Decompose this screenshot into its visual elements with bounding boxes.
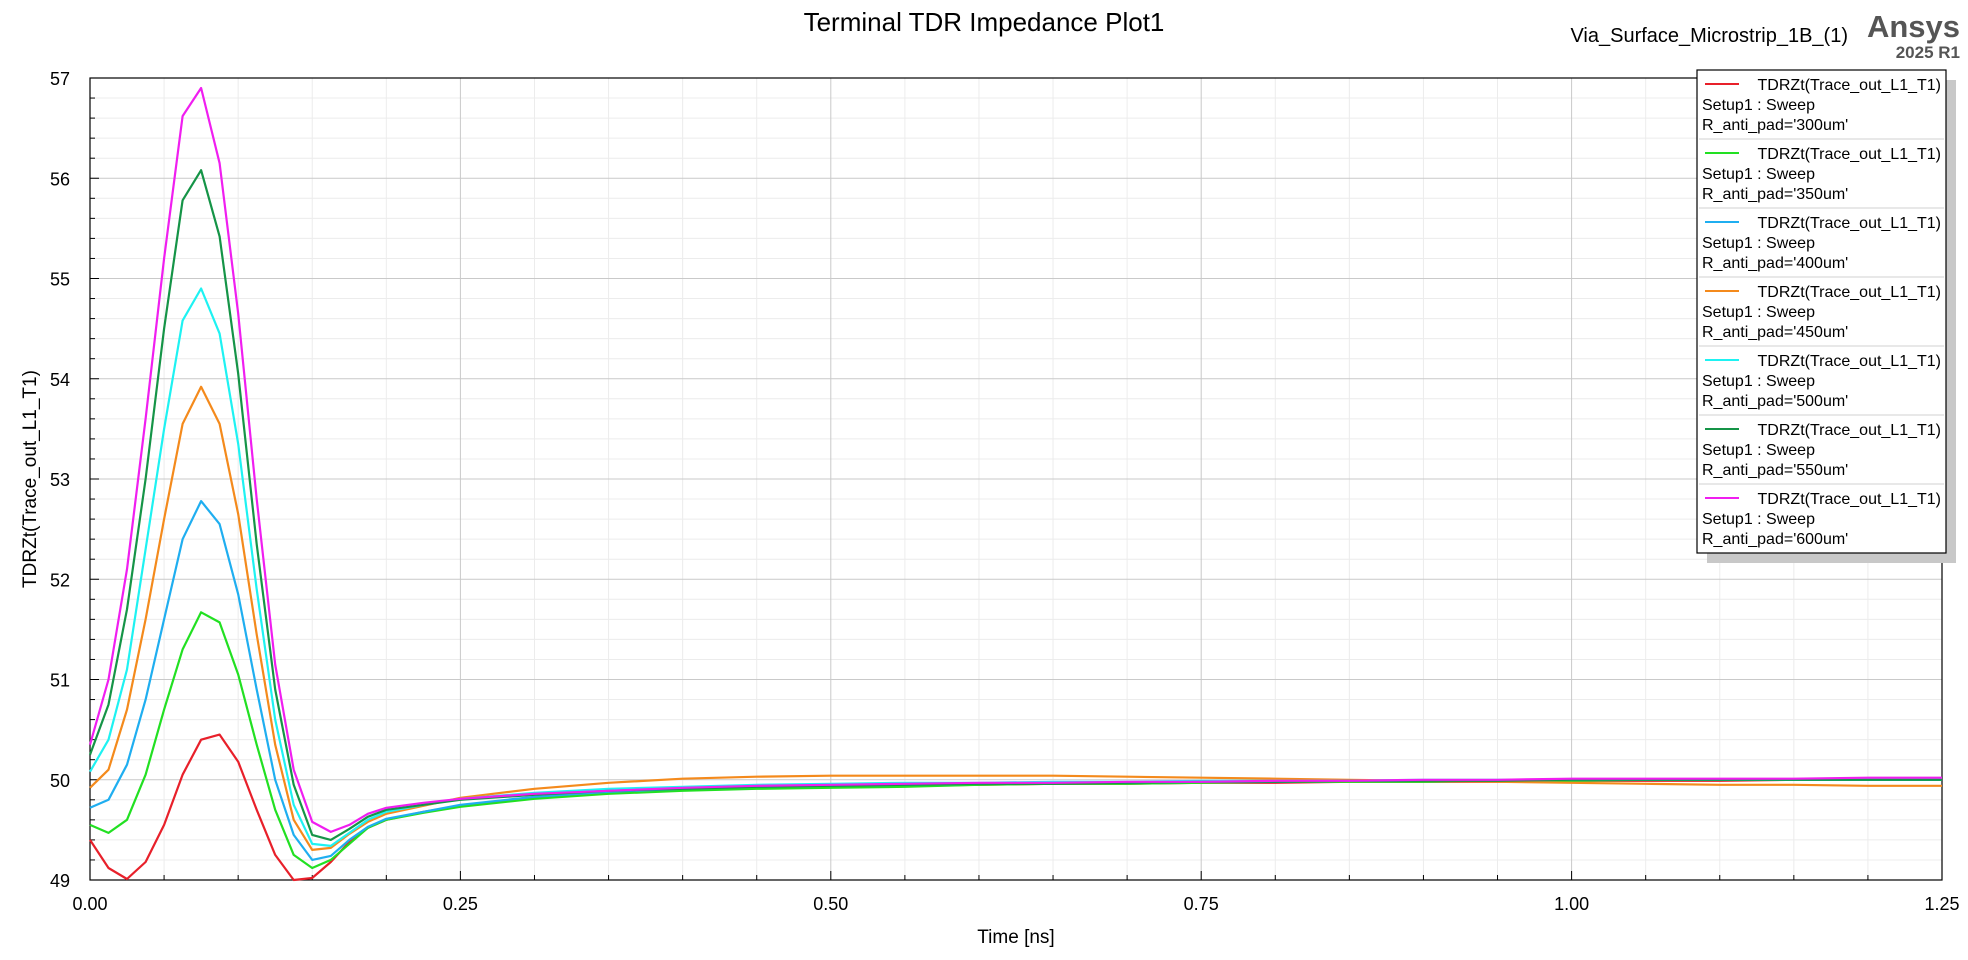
series-lines (88, 86, 1942, 882)
x-tick-label: 1.25 (1924, 894, 1959, 914)
y-tick-label: 55 (50, 270, 70, 290)
legend-param: R_anti_pad='600um' (1702, 531, 1848, 548)
legend-param: R_anti_pad='350um' (1702, 186, 1848, 203)
x-tick-label: 0.50 (813, 894, 848, 914)
legend-param: R_anti_pad='450um' (1702, 324, 1848, 341)
legend-param: R_anti_pad='400um' (1702, 255, 1848, 272)
y-tick-label: 52 (50, 570, 70, 590)
y-axis-label: TDRZt(Trace_out_L1_T1) (20, 370, 41, 588)
y-tick-label: 49 (50, 871, 70, 891)
y-tick-label: 51 (50, 671, 70, 691)
y-tick-label: 54 (50, 370, 70, 390)
legend-param: R_anti_pad='500um' (1702, 393, 1848, 410)
y-tick-label: 56 (50, 169, 70, 189)
legend-setup: Setup1 : Sweep (1702, 304, 1815, 321)
legend-setup: Setup1 : Sweep (1702, 511, 1815, 528)
legend-param: R_anti_pad='300um' (1702, 117, 1848, 134)
ansys-logo: Ansys (1867, 9, 1960, 44)
legend-setup: Setup1 : Sweep (1702, 442, 1815, 459)
plot-grid (89, 77, 1943, 881)
y-tick-label: 53 (50, 470, 70, 490)
version-label: 2025 R1 (1896, 43, 1960, 62)
y-tick-label: 57 (50, 69, 70, 89)
legend-series-name: TDRZt(Trace_out_L1_T1) (1758, 353, 1941, 370)
legend-setup: Setup1 : Sweep (1702, 97, 1815, 114)
legend-setup: Setup1 : Sweep (1702, 235, 1815, 252)
series-line-5 (89, 287, 1942, 848)
x-tick-label: 0.25 (443, 894, 478, 914)
legend-series-name: TDRZt(Trace_out_L1_T1) (1758, 491, 1941, 508)
legend-setup: Setup1 : Sweep (1702, 166, 1815, 183)
x-axis-label: Time [ns] (977, 927, 1054, 948)
y-tick-label: 50 (50, 771, 70, 791)
legend-series-name: TDRZt(Trace_out_L1_T1) (1758, 422, 1941, 439)
x-tick-label: 0.75 (1184, 894, 1219, 914)
legend-series-name: TDRZt(Trace_out_L1_T1) (1758, 284, 1941, 301)
chart-title: Terminal TDR Impedance Plot1 (804, 7, 1165, 37)
x-tick-label: 0.00 (72, 894, 107, 914)
x-tick-label: 1.00 (1554, 894, 1589, 914)
legend-series-name: TDRZt(Trace_out_L1_T1) (1758, 215, 1941, 232)
legend-param: R_anti_pad='550um' (1702, 462, 1848, 479)
legend-box (1696, 69, 1947, 554)
legend-series-name: TDRZt(Trace_out_L1_T1) (1758, 77, 1941, 94)
legend-series-name: TDRZt(Trace_out_L1_T1) (1758, 146, 1941, 163)
design-name: Via_Surface_Microstrip_1B_(1) (1570, 25, 1848, 47)
legend[interactable]: TDRZt(Trace_out_L1_T1) Setup1 : Sweep R_an… (1696, 69, 1956, 563)
x-axis-ticks: 0.00 0.25 0.50 0.75 1.00 1.25 (72, 871, 1960, 914)
legend-setup: Setup1 : Sweep (1702, 373, 1815, 390)
series-line-7 (88, 86, 1942, 834)
y-axis-ticks: 49 50 51 52 53 54 55 56 57 (50, 69, 99, 891)
series-line-3 (89, 500, 1942, 862)
series-line-1 (89, 733, 1942, 882)
